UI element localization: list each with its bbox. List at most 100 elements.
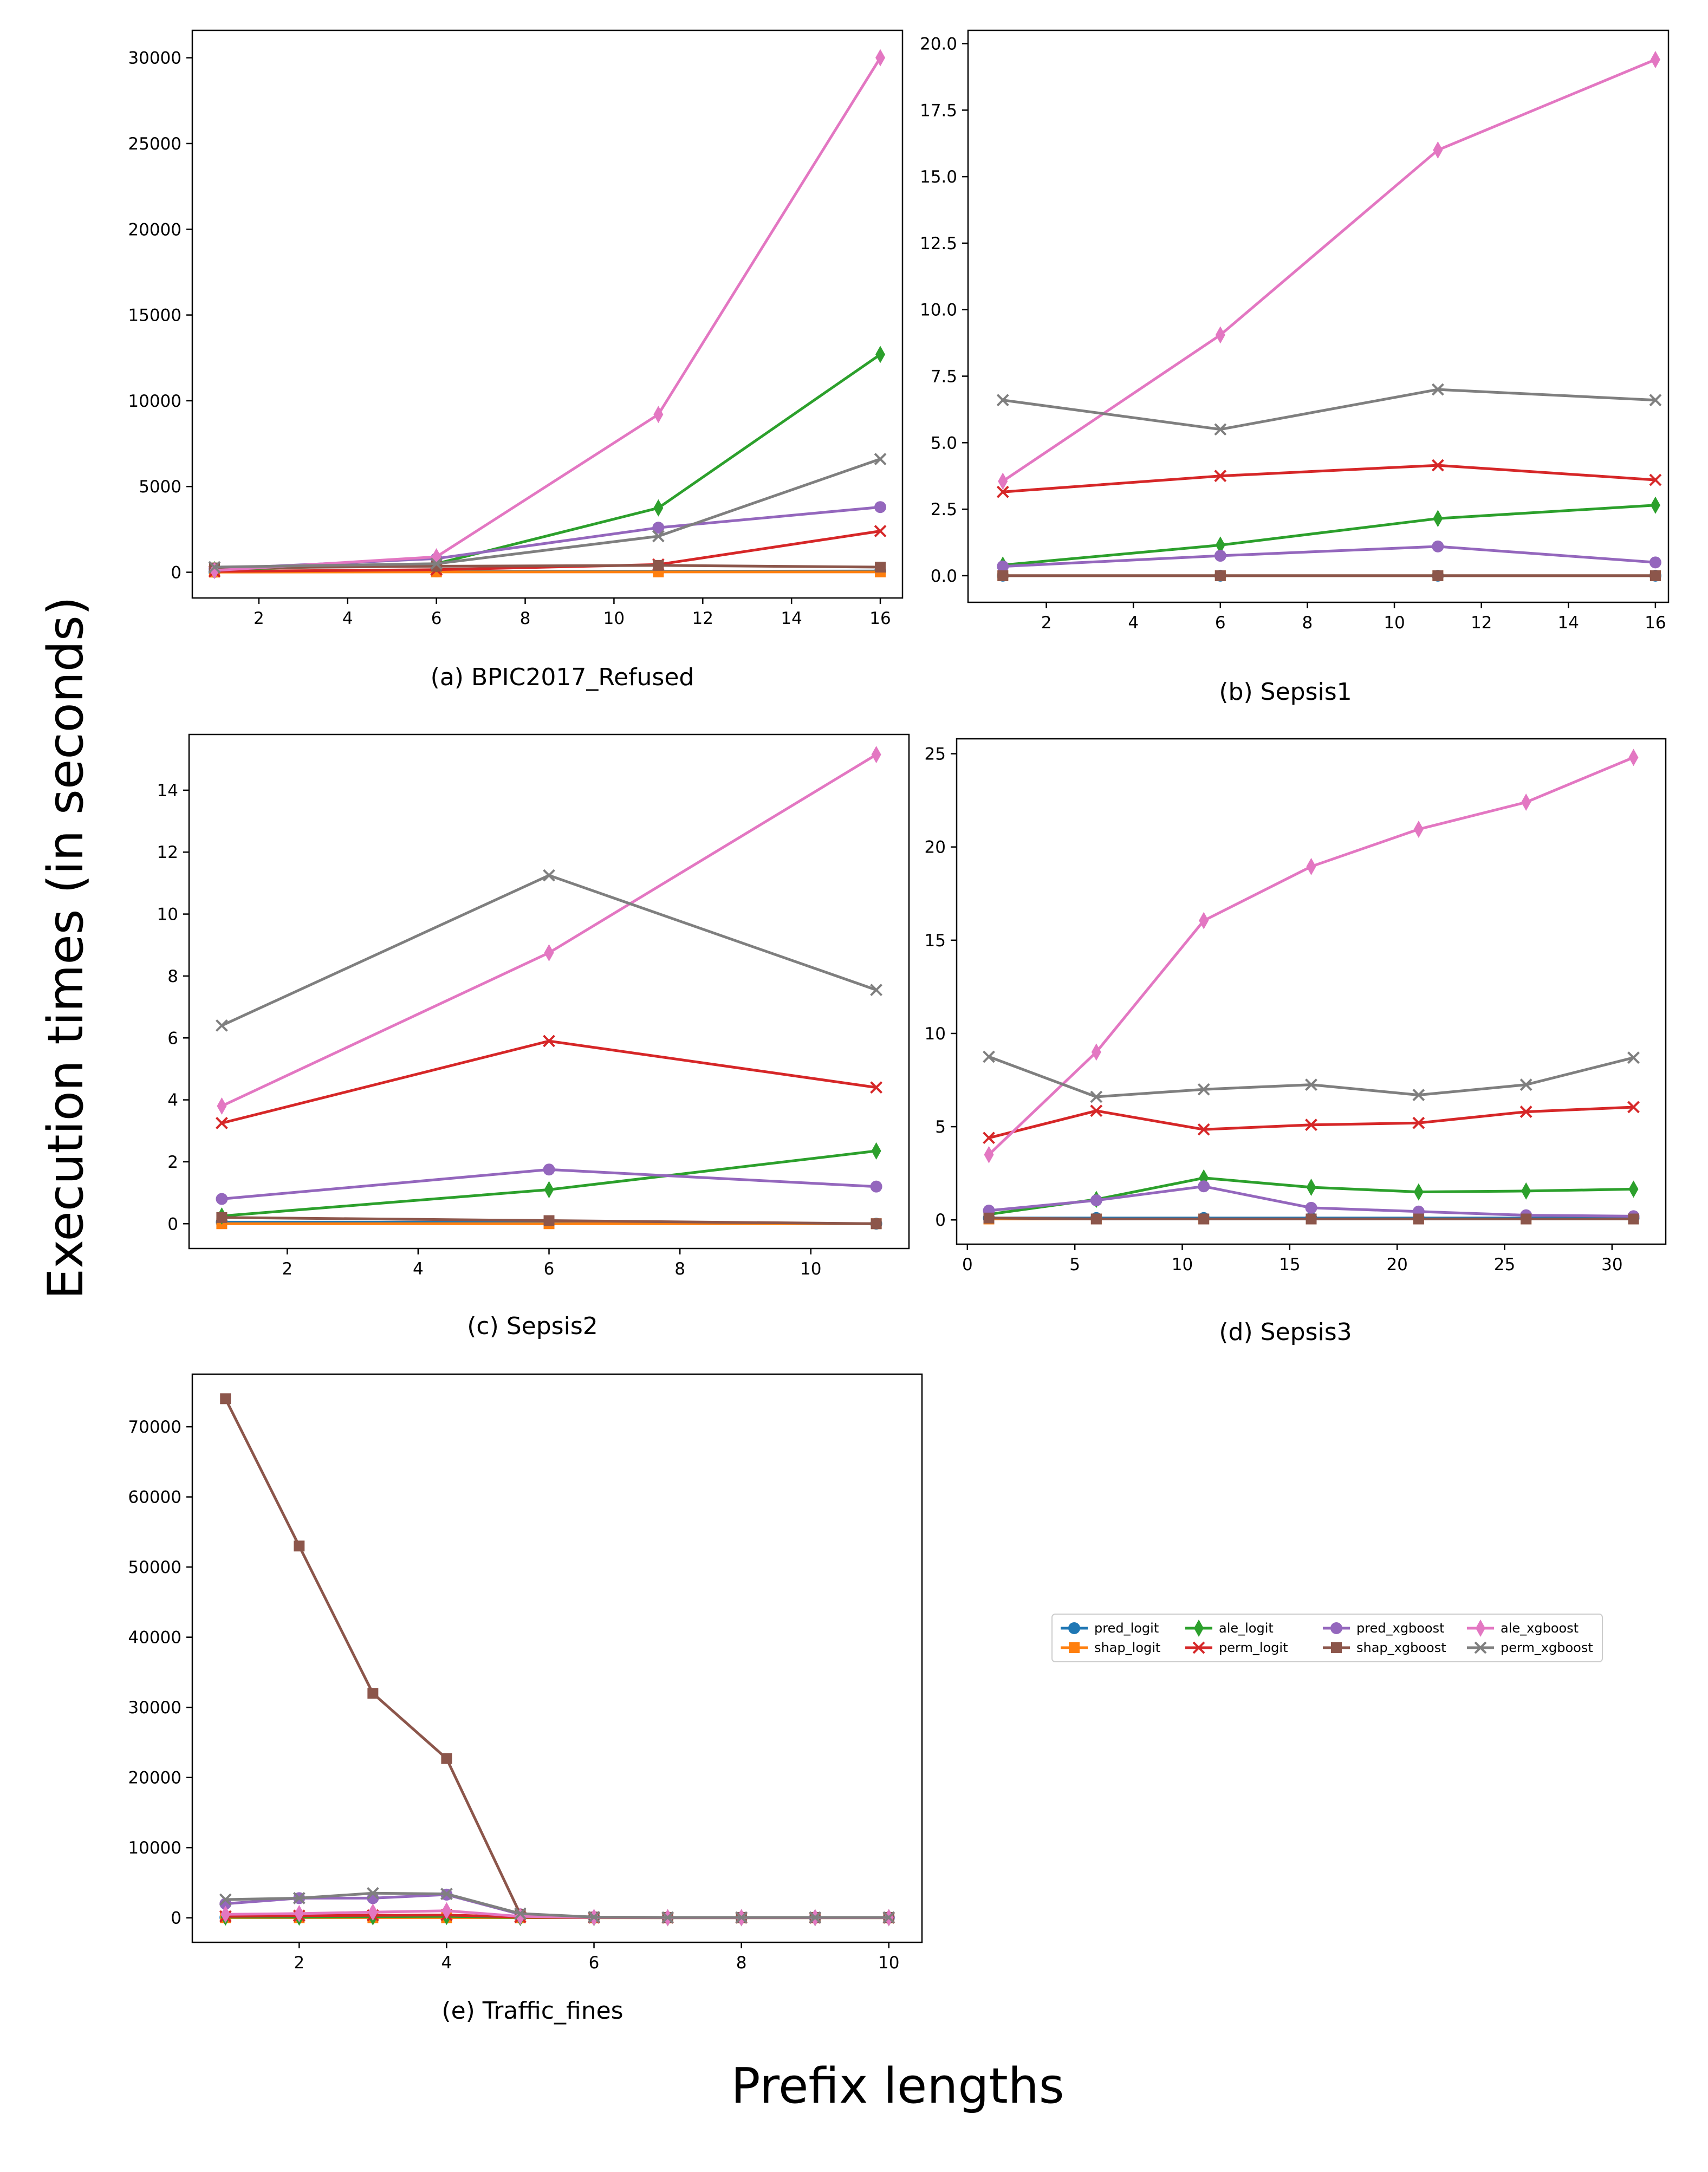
data-point-shap_xgboost-1 [216,1212,228,1223]
data-point-ale_xgboost-11 [1199,912,1209,929]
data-point-perm_xgboost-8 [735,1911,748,1924]
y-tick-label: 25000 [128,134,181,154]
x-tick-label: 4 [413,1259,424,1279]
data-point-ale_logit-16 [875,346,886,363]
legend-marker-pred_xgboost [1330,1622,1342,1634]
series-line-perm_xgboost [214,458,881,569]
legend-label: ale_logit [1219,1621,1274,1636]
data-point-ale_xgboost-2 [294,1904,304,1922]
series-line-ale_logit [1002,504,1656,567]
chart-e: 2 4 6 8 10 0 10000 20000 30000 40000 50000 60000 700… [128,1373,923,2025]
data-point-shap_xgboost-16 [1649,570,1661,581]
data-point-pred_xgboost-6 [543,1163,555,1176]
y-tick-label: 6 [167,1029,178,1048]
y-tick-label: 30000 [128,49,181,68]
data-point-ale_logit-16 [1650,496,1660,514]
data-point-perm_logit-1 [983,1131,995,1144]
data-point-pred_xgboost-11 [652,522,665,534]
data-point-perm_xgboost-6 [588,1910,600,1923]
legend-marker-ale_logit [1194,1620,1204,1637]
data-point-perm_xgboost-1 [996,394,1009,407]
plot-frame [191,1373,923,1943]
x-tick-label: 6 [544,1259,555,1279]
data-point-perm_logit-31 [1627,1101,1640,1114]
series-pred_xgboost [216,1163,882,1205]
series-ale_xgboost [998,51,1660,490]
series-perm_xgboost [219,1887,895,1924]
series-line-perm_logit [988,1105,1634,1140]
data-point-perm_logit-16 [1649,473,1662,486]
legend-entry-ale_logit: ale_logit [1185,1620,1274,1637]
data-point-perm_xgboost-5 [514,1907,527,1920]
legend-entry-pred_logit: pred_logit [1061,1621,1159,1636]
data-point-shap_xgboost-31 [1628,1213,1639,1225]
data-point-ale_xgboost-6 [1215,326,1225,344]
series-line-ale_xgboost [1002,58,1656,483]
data-point-perm_xgboost-11 [1431,383,1444,396]
x-tick-label: 10 [1172,1255,1193,1274]
y-tick-label: 15.0 [920,167,957,187]
y-tick-label: 10 [925,1024,946,1044]
data-point-perm_xgboost-16 [1305,1078,1317,1091]
data-point-perm_xgboost-3 [366,1887,379,1900]
data-point-ale_xgboost-3 [368,1903,378,1921]
data-point-ale_xgboost-1 [984,1146,994,1163]
data-point-shap_xgboost-21 [1413,1213,1424,1225]
x-tick-label: 12 [692,609,713,628]
data-point-shap_xgboost-16 [875,562,886,573]
legend-entry-pred_xgboost: pred_xgboost [1323,1621,1445,1636]
data-point-ale_logit-6 [544,1181,554,1199]
data-point-ale_xgboost-1 [217,1097,227,1115]
chart-d: 0 5 10 15 20 25 30 0 5 10 15 20 25 (d) Sepsis3 [925,738,1667,1346]
data-point-ale_logit-11 [871,1142,881,1160]
series-perm_xgboost [983,1050,1640,1103]
data-point-pred_xgboost-16 [1305,1201,1317,1214]
figure-xlabel: Prefix lengths [731,2058,1064,2115]
legend-marker-ale_xgboost [1476,1620,1485,1637]
legend-marker-shap_logit [1069,1642,1080,1653]
data-point-shap_xgboost-1 [983,1212,995,1224]
series-ale_xgboost [209,49,886,580]
chart-title: (e) Traffic_fines [441,1997,623,2025]
data-point-perm_xgboost-1 [215,1019,228,1032]
data-point-perm_xgboost-26 [1519,1078,1532,1091]
series-line-perm_logit [221,1039,876,1124]
data-point-ale_logit-6 [1215,536,1225,554]
legend-marker-shap_xgboost [1331,1642,1342,1653]
data-point-perm_xgboost-9 [809,1911,822,1924]
x-tick-label: 4 [441,1953,452,1973]
x-tick-label: 20 [1386,1255,1407,1274]
y-tick-label: 4 [167,1091,178,1110]
y-tick-label: 15000 [128,306,181,326]
y-tick-label: 0.0 [931,567,957,586]
figure-ylabel: Execution times (in seconds) [37,596,94,1299]
data-point-ale_logit-21 [1413,1183,1424,1201]
series-line-perm_xgboost [225,1891,889,1919]
data-point-perm_xgboost-31 [1627,1051,1640,1064]
x-tick-label: 30 [1601,1255,1622,1274]
series-pred_xgboost [997,540,1661,573]
legend-entry-ale_xgboost: ale_xgboost [1467,1620,1579,1637]
plot-frame [967,29,1670,603]
chart-c: 2 4 6 8 10 0 2 4 6 8 10 12 14 (c) Sepsis2 [157,733,910,1340]
data-point-perm_xgboost-1 [983,1050,995,1063]
data-point-perm_xgboost-6 [430,557,443,570]
x-tick-label: 6 [431,609,442,628]
data-point-pred_xgboost-11 [870,1180,882,1193]
data-point-pred_xgboost-11 [1432,540,1444,552]
y-tick-label: 20 [925,838,946,857]
series-shap_xgboost [220,1393,894,1923]
series-line-perm_xgboost [1002,388,1656,431]
data-point-pred_xgboost-11 [1198,1180,1210,1193]
legend-marker-perm_xgboost [1474,1641,1487,1654]
data-point-perm_xgboost-11 [870,984,883,997]
y-tick-label: 0 [935,1211,946,1230]
data-point-pred_xgboost-16 [874,501,887,513]
legend-entry-shap_logit: shap_logit [1061,1640,1160,1655]
series-shap_xgboost [997,570,1661,581]
y-tick-label: 0 [167,1214,178,1234]
data-point-perm_xgboost-11 [652,530,665,543]
y-tick-label: 10000 [128,1838,181,1858]
data-point-shap_xgboost-2 [294,1540,305,1552]
